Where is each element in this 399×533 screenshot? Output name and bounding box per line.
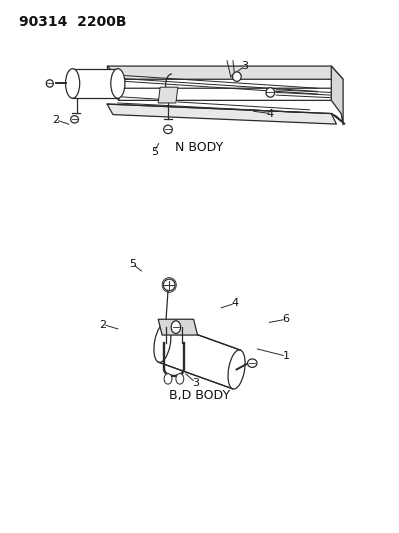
Text: 3: 3 bbox=[241, 61, 248, 71]
Polygon shape bbox=[331, 66, 343, 125]
Text: 4: 4 bbox=[231, 298, 239, 309]
Circle shape bbox=[164, 374, 172, 384]
Text: N BODY: N BODY bbox=[176, 141, 223, 155]
Ellipse shape bbox=[111, 69, 125, 98]
Text: 5: 5 bbox=[129, 259, 136, 269]
Circle shape bbox=[176, 374, 184, 384]
Text: 2: 2 bbox=[52, 115, 59, 125]
Polygon shape bbox=[158, 319, 198, 335]
Text: B,D BODY: B,D BODY bbox=[169, 389, 230, 402]
Text: 5: 5 bbox=[151, 147, 158, 157]
Polygon shape bbox=[158, 324, 241, 389]
Text: 3: 3 bbox=[192, 377, 199, 387]
Ellipse shape bbox=[46, 80, 53, 87]
Polygon shape bbox=[107, 88, 341, 100]
Polygon shape bbox=[107, 66, 343, 79]
Text: 2: 2 bbox=[99, 319, 107, 329]
Ellipse shape bbox=[233, 72, 241, 82]
Ellipse shape bbox=[163, 279, 175, 291]
Text: 6: 6 bbox=[282, 314, 290, 324]
Ellipse shape bbox=[228, 350, 245, 389]
Polygon shape bbox=[107, 104, 336, 124]
Polygon shape bbox=[331, 114, 345, 124]
Text: 4: 4 bbox=[267, 109, 274, 118]
Circle shape bbox=[171, 321, 181, 334]
Ellipse shape bbox=[247, 359, 257, 367]
Text: 1: 1 bbox=[282, 351, 290, 361]
Polygon shape bbox=[158, 87, 178, 103]
Ellipse shape bbox=[65, 69, 80, 98]
FancyBboxPatch shape bbox=[73, 69, 118, 98]
Text: 90314  2200B: 90314 2200B bbox=[18, 15, 126, 29]
Ellipse shape bbox=[71, 116, 79, 123]
Ellipse shape bbox=[164, 125, 172, 134]
Ellipse shape bbox=[266, 88, 275, 97]
Text: 1: 1 bbox=[68, 79, 75, 90]
Ellipse shape bbox=[154, 324, 171, 362]
